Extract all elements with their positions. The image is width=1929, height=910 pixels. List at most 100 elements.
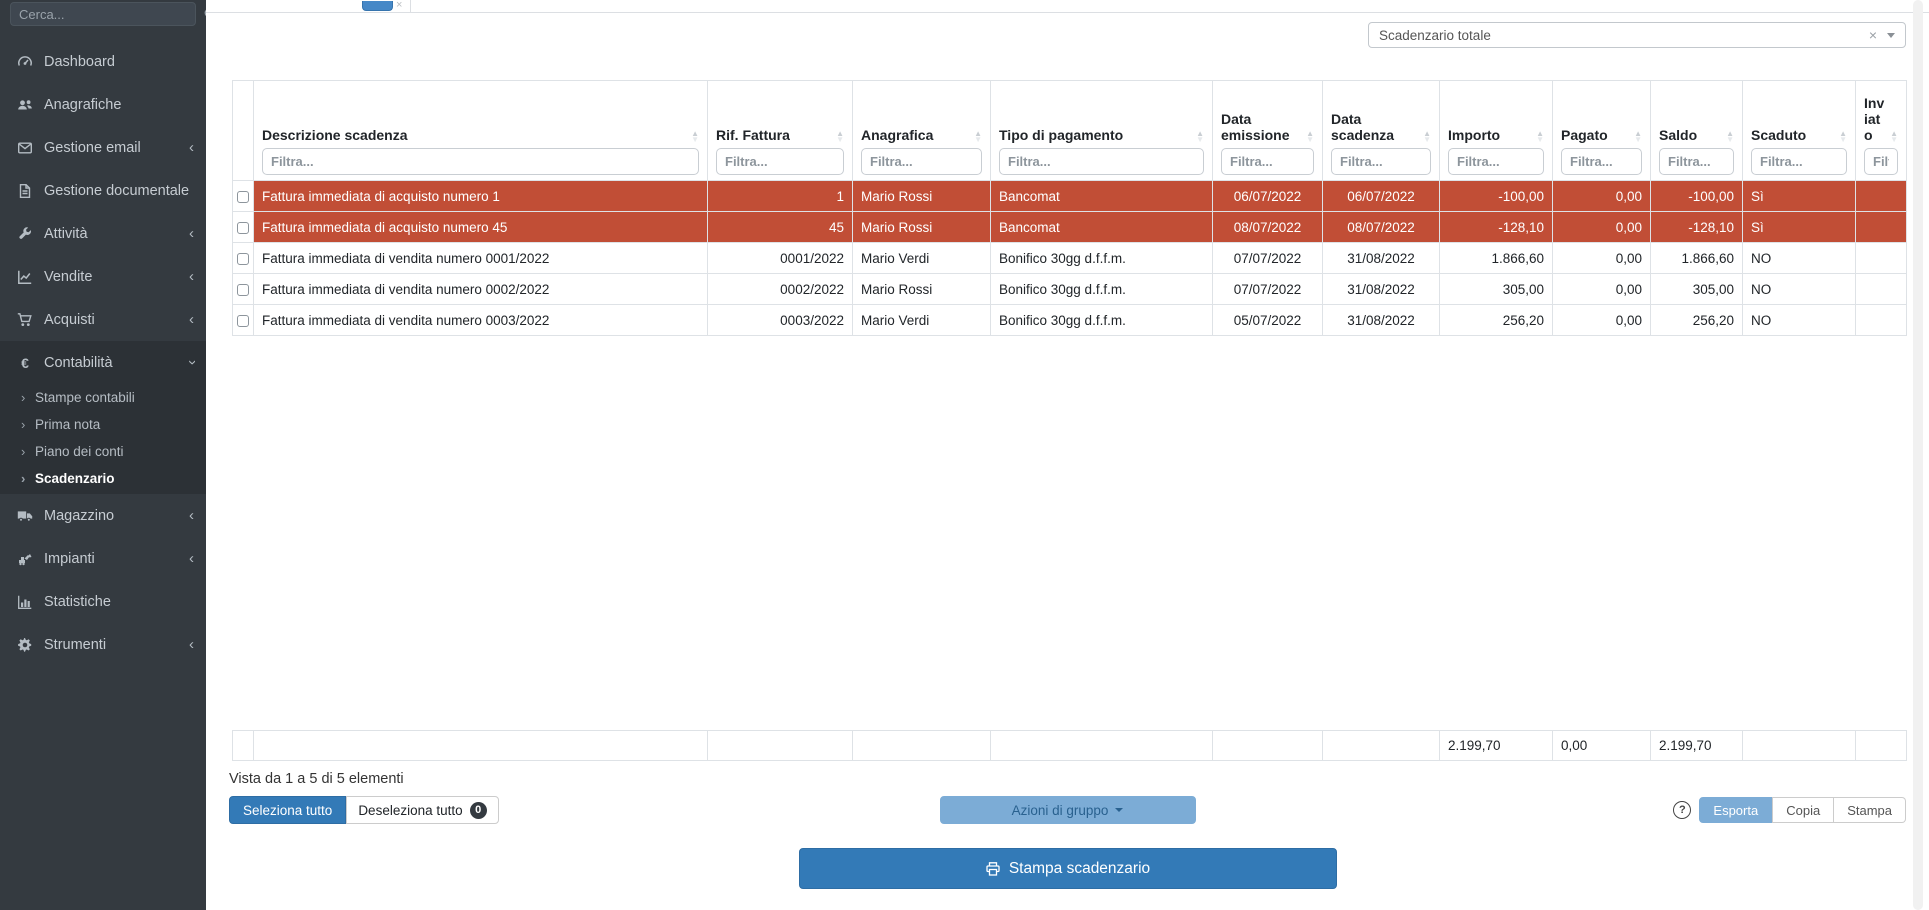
cell-anagrafica: Mario Rossi — [852, 211, 991, 243]
sidebar-item-attivita[interactable]: Attività ‹ — [0, 212, 206, 255]
sidebar-item-dashboard[interactable]: Dashboard — [0, 40, 206, 83]
filter-input-rif-fattura[interactable] — [716, 148, 844, 175]
column-header-pagato[interactable]: Pagato ▲ ▼ — [1552, 80, 1651, 181]
cell-rif-fattura: 45 — [707, 211, 853, 243]
sidebar-group-contabilita: € Contabilità ‹ › Stampe contabili › Pri… — [0, 341, 206, 494]
sort-icon: ▲ ▼ — [691, 129, 699, 144]
cell-scaduto: NO — [1742, 273, 1856, 305]
search-input[interactable] — [11, 6, 203, 22]
scope-select[interactable]: Scadenzario totale × — [1368, 22, 1906, 48]
sidebar-item-contabilita[interactable]: € Contabilità ‹ — [0, 341, 206, 384]
envelope-icon — [14, 140, 36, 156]
chevron-down-icon — [1887, 32, 1895, 38]
column-header-anagrafica[interactable]: Anagrafica ▲ ▼ — [852, 80, 991, 181]
cell-inviato — [1855, 211, 1907, 243]
filter-input-descrizione[interactable] — [262, 148, 699, 175]
vertical-scrollbar[interactable] — [1913, 0, 1923, 910]
sidebar-nav: Dashboard Anagrafiche Gestione email ‹ G… — [0, 40, 206, 666]
export-button[interactable]: Esporta — [1699, 797, 1773, 823]
cell-tipo-pagamento: Bonifico 30gg d.f.f.m. — [990, 242, 1213, 274]
sidebar-item-strumenti[interactable]: Strumenti ‹ — [0, 623, 206, 666]
row-checkbox[interactable] — [237, 314, 249, 327]
sidebar-item-magazzino[interactable]: Magazzino ‹ — [0, 494, 206, 537]
row-checkbox[interactable] — [237, 190, 249, 203]
filter-input-data-scadenza[interactable] — [1331, 148, 1431, 175]
table-row[interactable]: Fattura immediata di acquisto numero 1 1… — [232, 180, 1907, 212]
cell-tipo-pagamento: Bancomat — [990, 180, 1213, 212]
column-header-descrizione[interactable]: Descrizione scadenza ▲ ▼ — [253, 80, 708, 181]
cell-importo: -128,10 — [1439, 211, 1553, 243]
cart-icon — [14, 312, 36, 328]
column-header-rif-fattura[interactable]: Rif. Fattura ▲ ▼ — [707, 80, 853, 181]
filter-input-inviato[interactable] — [1864, 148, 1898, 175]
cell-saldo: -100,00 — [1650, 180, 1743, 212]
column-header-data-emissione[interactable]: Data emissione ▲ ▼ — [1212, 80, 1323, 181]
row-checkbox[interactable] — [237, 252, 249, 265]
sidebar-item-impianti[interactable]: Impianti ‹ — [0, 537, 206, 580]
sidebar-item-acquisti[interactable]: Acquisti ‹ — [0, 298, 206, 341]
sidebar-item-piano-dei-conti[interactable]: › Piano dei conti — [21, 444, 124, 459]
help-icon[interactable]: ? — [1673, 801, 1692, 819]
cell-pagato: 0,00 — [1552, 180, 1651, 212]
sidebar-item-statistiche[interactable]: Statistiche — [0, 580, 206, 623]
sidebar-item-vendite[interactable]: Vendite ‹ — [0, 255, 206, 298]
cell-data-emissione: 06/07/2022 — [1212, 180, 1323, 212]
filter-input-importo[interactable] — [1448, 148, 1544, 175]
sort-icon: ▲ ▼ — [1890, 129, 1898, 144]
cell-scaduto: Sì — [1742, 211, 1856, 243]
print-schedule-button[interactable]: Stampa scadenzario — [798, 848, 1337, 889]
sort-icon: ▲ ▼ — [1839, 129, 1847, 144]
column-header-tipo-pagamento[interactable]: Tipo di pagamento ▲ ▼ — [990, 80, 1213, 181]
actions-bar: Seleziona tutto Deseleziona tutto 0 Azio… — [206, 796, 1929, 824]
sidebar-item-anagrafiche[interactable]: Anagrafiche — [0, 83, 206, 126]
cell-tipo-pagamento: Bonifico 30gg d.f.f.m. — [990, 304, 1213, 336]
table-row[interactable]: Fattura immediata di vendita numero 0003… — [232, 304, 1907, 336]
cell-scaduto: NO — [1742, 304, 1856, 336]
table-row[interactable]: Fattura immediata di vendita numero 0002… — [232, 273, 1907, 305]
filter-input-pagato[interactable] — [1561, 148, 1642, 175]
filter-input-anagrafica[interactable] — [861, 148, 982, 175]
chevron-down-icon — [1115, 808, 1124, 812]
column-header-scaduto[interactable]: Scaduto ▲ ▼ — [1742, 80, 1856, 181]
column-header-inviato[interactable]: Inviato ▲ ▼ — [1855, 80, 1907, 181]
cell-data-emissione: 08/07/2022 — [1212, 211, 1323, 243]
tab-close-icon[interactable]: × — [396, 0, 403, 11]
filter-input-scaduto[interactable] — [1751, 148, 1847, 175]
sidebar-item-stampe-contabili[interactable]: › Stampe contabili — [21, 390, 135, 405]
select-all-button[interactable]: Seleziona tutto — [229, 796, 347, 824]
group-actions-button[interactable]: Azioni di gruppo — [939, 796, 1196, 824]
scope-select-value: Scadenzario totale — [1379, 27, 1491, 43]
chevron-left-icon: ‹ — [189, 311, 194, 328]
copy-button[interactable]: Copia — [1772, 797, 1835, 823]
selection-count-badge: 0 — [469, 801, 487, 819]
column-header-saldo[interactable]: Saldo ▲ ▼ — [1650, 80, 1743, 181]
active-tab-fragment[interactable] — [362, 1, 393, 11]
row-checkbox[interactable] — [237, 221, 249, 234]
filter-input-tipo-pagamento[interactable] — [999, 148, 1204, 175]
clear-icon[interactable]: × — [1868, 27, 1877, 43]
cell-anagrafica: Mario Rossi — [852, 273, 991, 305]
cell-rif-fattura: 1 — [707, 180, 853, 212]
table-header-row: Descrizione scadenza▲▼ Rif. Fattura▲▼ An… — [232, 80, 1907, 181]
filter-input-saldo[interactable] — [1659, 148, 1734, 175]
print-button[interactable]: Stampa — [1834, 797, 1906, 823]
cell-inviato — [1855, 304, 1907, 336]
deselect-all-button[interactable]: Deseleziona tutto 0 — [346, 796, 499, 824]
sidebar-item-gestione-email[interactable]: Gestione email ‹ — [0, 126, 206, 169]
total-pagato: 0,00 — [1552, 730, 1651, 761]
table-row[interactable]: Fattura immediata di vendita numero 0001… — [232, 242, 1907, 274]
column-header-data-scadenza[interactable]: Data scadenza ▲ ▼ — [1322, 80, 1440, 181]
cell-tipo-pagamento: Bonifico 30gg d.f.f.m. — [990, 273, 1213, 305]
cell-descrizione: Fattura immediata di acquisto numero 45 — [253, 211, 708, 243]
cell-descrizione: Fattura immediata di vendita numero 0003… — [253, 304, 708, 336]
wrench-icon — [14, 226, 36, 242]
document-icon — [14, 183, 36, 199]
column-header-importo[interactable]: Importo ▲ ▼ — [1439, 80, 1553, 181]
table-row[interactable]: Fattura immediata di acquisto numero 45 … — [232, 211, 1907, 243]
filter-input-data-emissione[interactable] — [1221, 148, 1314, 175]
row-checkbox[interactable] — [237, 283, 249, 296]
sidebar-item-gestione-documentale[interactable]: Gestione documentale — [0, 169, 206, 212]
cell-pagato: 0,00 — [1552, 273, 1651, 305]
sidebar-item-prima-nota[interactable]: › Prima nota — [21, 417, 101, 432]
sidebar-item-scadenzario[interactable]: › Scadenzario — [21, 471, 115, 486]
